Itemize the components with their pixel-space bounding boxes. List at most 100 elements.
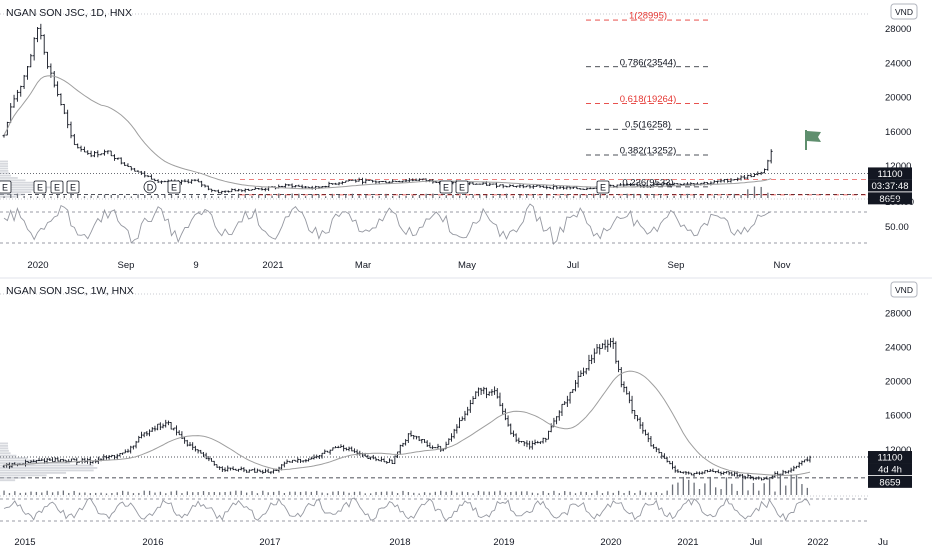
volume-bar <box>68 492 70 495</box>
oscillator-pane[interactable]: 100.00 50.00 <box>0 197 914 245</box>
oscillator-pane[interactable] <box>0 497 868 522</box>
currency-button[interactable] <box>890 3 918 20</box>
volume-bar <box>465 196 468 198</box>
price-badge-text: 8659 <box>879 477 900 488</box>
volume-bar <box>423 492 426 495</box>
volume-bar <box>43 194 45 198</box>
volume-bar <box>10 194 12 198</box>
volume-bar <box>653 194 655 198</box>
currency-button[interactable] <box>890 281 918 298</box>
time-axis[interactable]: 2015 2016 2017 2018 2019 2020 2021 Jul 2022 Ju <box>14 537 888 548</box>
profile-bar <box>0 174 12 177</box>
price-axis[interactable]: 28000 24000 20000 16000 12000 <box>885 308 911 456</box>
time-tick-label: 2015 <box>14 537 35 548</box>
flag-icon[interactable] <box>805 130 821 150</box>
volume-bar <box>753 186 756 198</box>
moving-average-line <box>3 75 772 190</box>
event-marker[interactable] <box>0 180 12 194</box>
volume-bar <box>639 490 641 495</box>
volume-bar <box>666 195 669 198</box>
volume-bar <box>599 193 602 198</box>
volume-bar <box>499 490 501 495</box>
event-marker[interactable] <box>596 180 610 194</box>
price-tick-label: 12000 <box>885 161 911 172</box>
volume-bar <box>57 491 59 495</box>
price-axis[interactable]: 28000 24000 20000 16000 12000 <box>885 24 911 172</box>
volume-bar <box>418 493 420 495</box>
event-marker[interactable] <box>33 180 47 194</box>
volume-bar <box>440 490 442 495</box>
profile-bar <box>0 464 94 467</box>
volume-bar <box>70 193 72 198</box>
profile-bar <box>0 479 16 482</box>
daily-pane[interactable]: NGAN SON JSC, 1D, HNX VND 28000 24000 2000… <box>0 3 918 271</box>
volume-bar <box>365 194 367 198</box>
price-badge-text: 03:37:48 <box>872 181 909 192</box>
event-marker[interactable] <box>66 180 80 194</box>
volume-bar <box>596 490 598 495</box>
event-marker[interactable] <box>50 180 64 194</box>
fibonacci-retracement[interactable]: 1(28995) 0.786(23544) 0.618(19264) 0.5(1625… <box>240 11 866 196</box>
volume-bar <box>359 491 361 495</box>
volume-bar <box>619 196 622 198</box>
volume-bar <box>402 490 404 495</box>
volume-bar <box>251 195 253 198</box>
profile-bar <box>0 459 42 462</box>
volume-bar <box>332 491 334 495</box>
volume-bar <box>579 194 581 198</box>
volume-bar <box>143 490 145 495</box>
volume-bar <box>650 492 652 495</box>
volume-bar <box>8 493 11 495</box>
event-marker[interactable] <box>143 180 157 194</box>
volume-bar <box>763 483 765 495</box>
volume-bar <box>150 195 153 198</box>
volume-bar <box>688 479 690 495</box>
price-badge <box>868 179 912 192</box>
volume-bar <box>325 196 327 198</box>
candle-series[interactable] <box>2 337 812 481</box>
volume-bar <box>752 482 755 495</box>
volume-bar <box>623 492 625 495</box>
volume-bar <box>686 193 689 198</box>
volume-bar <box>240 490 242 495</box>
profile-bar <box>0 167 9 170</box>
price-badge <box>868 167 912 180</box>
volume-bar <box>371 195 374 198</box>
oscillator-line <box>3 497 811 522</box>
volume-bar <box>617 490 620 495</box>
event-marker[interactable] <box>455 180 469 194</box>
volume-bar <box>375 491 377 495</box>
volume-bar <box>585 491 587 495</box>
price-tick-label: 16000 <box>885 411 911 422</box>
volume-bar <box>251 491 253 495</box>
volume-bar <box>46 490 48 495</box>
time-tick-label: Jul <box>750 537 762 548</box>
volume-bar <box>204 194 206 198</box>
volume-bar <box>661 493 663 495</box>
volume-bar <box>331 193 334 198</box>
volume-bar <box>574 493 577 495</box>
time-axis[interactable]: 2020 Sep 9 2021 Mar May Jul Sep Nov <box>27 260 790 271</box>
volume-bar <box>542 491 544 495</box>
profile-bar <box>0 195 16 198</box>
fib-level-label: 0.382(13252) <box>620 145 677 156</box>
volume-bar <box>3 490 5 495</box>
volume-bar <box>633 193 635 198</box>
volume-bar <box>456 492 458 495</box>
time-tick-label: 2016 <box>142 537 163 548</box>
volume-bar <box>569 491 571 495</box>
volume-bar <box>337 491 339 495</box>
volume-bar <box>747 490 749 495</box>
volume-bar <box>14 491 16 495</box>
event-marker[interactable] <box>167 180 181 194</box>
volume-bar <box>289 491 291 495</box>
volume-bar <box>546 194 548 198</box>
volume-histogram <box>0 474 868 497</box>
candle-series[interactable] <box>2 23 773 195</box>
profile-bar <box>0 172 10 175</box>
event-marker[interactable] <box>439 180 453 194</box>
weekly-pane[interactable]: NGAN SON JSC, 1W, HNX VND 28000 24000 2000… <box>0 281 918 548</box>
volume-bar <box>445 195 447 198</box>
